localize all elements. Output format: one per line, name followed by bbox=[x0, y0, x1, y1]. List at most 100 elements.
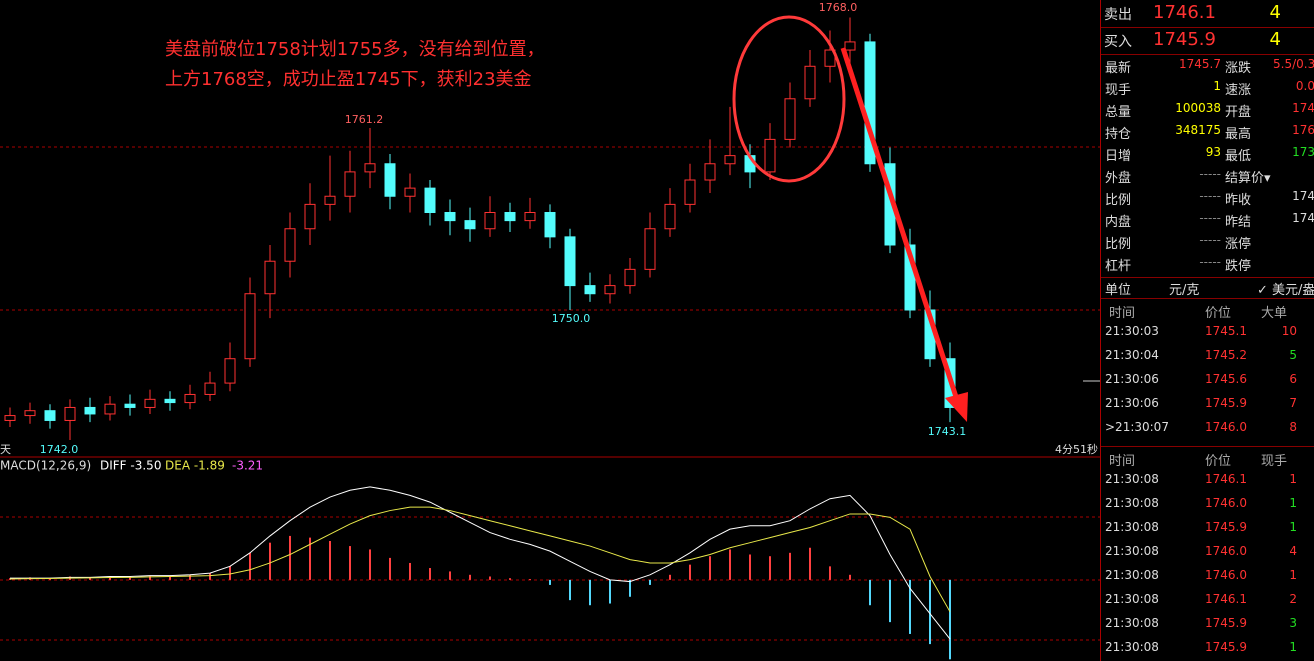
candle-body bbox=[84, 406, 96, 415]
panel-text: 现手 bbox=[1105, 83, 1132, 98]
candle-body bbox=[144, 398, 156, 408]
panel-text: 21:30:04 bbox=[1105, 348, 1159, 362]
panel-text: 昨结 bbox=[1225, 215, 1252, 230]
panel-text: 1 bbox=[1289, 568, 1297, 582]
panel-text: 元/克 bbox=[1169, 283, 1200, 298]
candle-body bbox=[504, 211, 516, 222]
candle-body bbox=[424, 187, 436, 213]
candle-body bbox=[724, 155, 736, 165]
price-label: 1768.0 bbox=[819, 1, 858, 14]
price-label: 1761.2 bbox=[345, 113, 384, 126]
candle-body bbox=[284, 228, 296, 262]
panel-text: 最新 bbox=[1105, 61, 1132, 76]
panel-text: 348175 bbox=[1175, 123, 1221, 137]
panel-text: 昨收 bbox=[1225, 193, 1252, 208]
panel-text: 10 bbox=[1281, 324, 1297, 338]
panel-text: 结算价▾ bbox=[1225, 171, 1271, 186]
panel-text: 价位 bbox=[1205, 454, 1232, 469]
macd bbox=[9, 486, 951, 660]
candle-body bbox=[404, 187, 416, 197]
panel-text: 比例 bbox=[1105, 193, 1132, 208]
candle-body bbox=[784, 98, 796, 140]
separator bbox=[1101, 298, 1314, 299]
candle-body bbox=[704, 163, 716, 181]
panel-text: 1 bbox=[1289, 472, 1297, 486]
panel-text: 日增 bbox=[1105, 149, 1132, 164]
panel-text: 杠杆 bbox=[1105, 259, 1132, 274]
panel-text: 1745.1 bbox=[1205, 324, 1247, 338]
period-label: 天 bbox=[0, 443, 11, 456]
panel-text: 1746.0 bbox=[1205, 420, 1247, 434]
panel-text: 1 bbox=[1289, 640, 1297, 654]
separator bbox=[1101, 54, 1314, 55]
panel-text: 1745.9 bbox=[1205, 616, 1247, 630]
panel-text: 21:30:08 bbox=[1105, 592, 1159, 606]
candle-body bbox=[324, 195, 336, 205]
price-label: 1743.1 bbox=[928, 425, 967, 438]
panel-text: 21:30:08 bbox=[1105, 568, 1159, 582]
macd-legend: DIFF -3.50 bbox=[100, 459, 161, 473]
candle-body bbox=[584, 285, 596, 295]
candle-body bbox=[124, 403, 136, 408]
annotation: 美盘前破位1758计划1755多，没有给到位置， bbox=[165, 39, 545, 60]
panel-text: 1745.2 bbox=[1205, 348, 1247, 362]
panel-text: 21:30:08 bbox=[1105, 616, 1159, 630]
panel-text: 4 bbox=[1269, 2, 1281, 23]
panel-text: 21:30:08 bbox=[1105, 496, 1159, 510]
candle-body bbox=[644, 228, 656, 270]
panel-text: 0.0 bbox=[1295, 79, 1314, 93]
panel-text: 21:30:06 bbox=[1105, 396, 1159, 410]
panel-text: 21:30:03 bbox=[1105, 324, 1159, 338]
candle-body bbox=[264, 260, 276, 295]
panel-text: 持仓 bbox=[1105, 127, 1132, 142]
macd-legend: DEA -1.89 bbox=[165, 459, 225, 473]
panel-text: 100038 bbox=[1175, 101, 1221, 115]
chart: 美盘前破位1758计划1755多，没有给到位置， 上方1768空，成功止盈174… bbox=[0, 1, 1100, 660]
candle-body bbox=[344, 171, 356, 197]
panel-text: 4 bbox=[1269, 29, 1281, 50]
panel-text: 93 bbox=[1205, 145, 1221, 159]
panel-text: 外盘 bbox=[1105, 171, 1132, 186]
candle-body bbox=[104, 403, 116, 415]
timer: 4分51秒 bbox=[1055, 442, 1098, 456]
panel-text: 买入 bbox=[1104, 34, 1132, 50]
panel-text: ✓ 美元/盎 bbox=[1257, 283, 1314, 298]
panel-text: 价位 bbox=[1205, 306, 1232, 321]
candle-body bbox=[864, 41, 876, 165]
candle-body bbox=[204, 382, 216, 395]
candle-body bbox=[64, 406, 76, 421]
panel-text: 现手 bbox=[1261, 454, 1288, 469]
highlight-circle bbox=[732, 15, 846, 183]
candle-body bbox=[224, 358, 236, 384]
panel-text: 2 bbox=[1289, 592, 1297, 606]
panel-text: 1746.0 bbox=[1205, 544, 1247, 558]
panel-text: 3 bbox=[1289, 616, 1297, 630]
panel-text: 总量 bbox=[1105, 105, 1132, 120]
candle-body bbox=[824, 49, 836, 67]
panel-text: 174 bbox=[1292, 211, 1314, 225]
candle-body bbox=[304, 203, 316, 230]
panel-text: 涨跌 bbox=[1225, 61, 1252, 76]
candle-body bbox=[804, 65, 816, 100]
candle-body bbox=[364, 163, 376, 173]
candle-body bbox=[44, 410, 56, 421]
panel-text: 1746.1 bbox=[1205, 472, 1247, 486]
panel-text: 比例 bbox=[1105, 237, 1132, 252]
candle-body bbox=[444, 211, 456, 222]
panel-text: 跌停 bbox=[1225, 259, 1252, 274]
separator bbox=[1101, 446, 1314, 447]
candle-body bbox=[384, 163, 396, 197]
panel-text: 1745.9 bbox=[1205, 396, 1247, 410]
panel-text: 1 bbox=[1289, 496, 1297, 510]
panel-text: 速涨 bbox=[1225, 83, 1252, 98]
candle-body bbox=[664, 203, 676, 230]
panel-text: 大单 bbox=[1261, 306, 1288, 321]
arrow-head bbox=[945, 392, 968, 422]
annotation: 上方1768空，成功止盈1745下，获利23美金 bbox=[165, 69, 532, 90]
macd-legend: MACD(12,26,9) bbox=[0, 459, 91, 473]
price-label: 1750.0 bbox=[552, 312, 591, 325]
panel-text: 8 bbox=[1289, 420, 1297, 434]
candle-body bbox=[844, 41, 856, 51]
candle-body bbox=[484, 211, 496, 230]
